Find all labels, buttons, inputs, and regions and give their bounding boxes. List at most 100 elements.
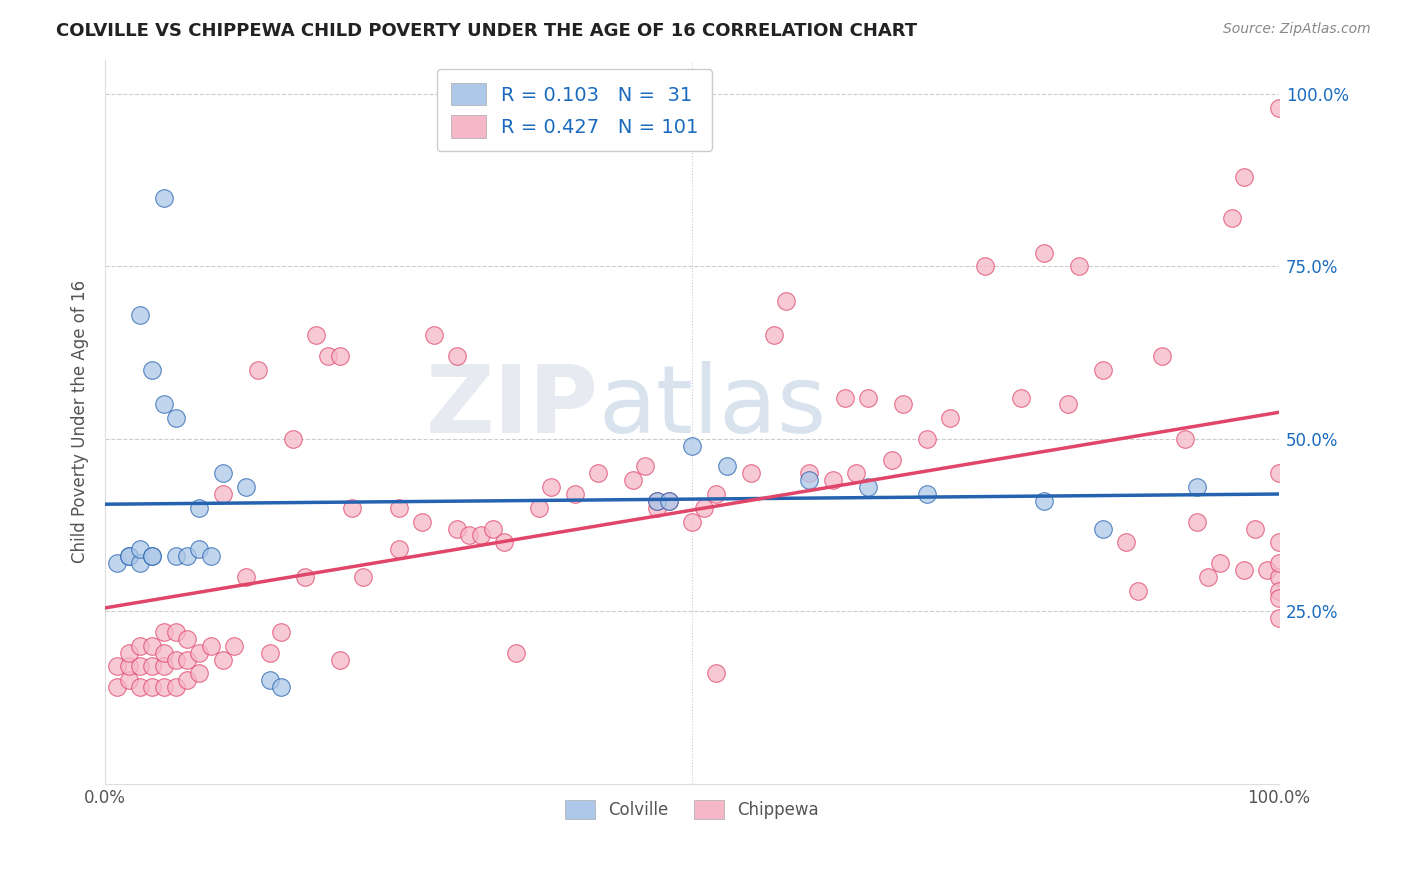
Point bbox=[200, 549, 222, 563]
Point bbox=[141, 363, 163, 377]
Point bbox=[211, 467, 233, 481]
Point bbox=[915, 487, 938, 501]
Point bbox=[1033, 494, 1056, 508]
Point bbox=[388, 542, 411, 557]
Point bbox=[129, 308, 152, 322]
Text: atlas: atlas bbox=[598, 361, 827, 453]
Point bbox=[645, 494, 668, 508]
Point bbox=[188, 666, 211, 681]
Point bbox=[153, 646, 176, 660]
Point bbox=[176, 632, 198, 646]
Point bbox=[176, 652, 198, 666]
Point bbox=[1185, 515, 1208, 529]
Point bbox=[211, 652, 233, 666]
Point bbox=[388, 500, 411, 515]
Point bbox=[129, 542, 152, 557]
Legend: Colville, Chippewa: Colville, Chippewa bbox=[558, 794, 825, 826]
Point bbox=[645, 494, 668, 508]
Point bbox=[1256, 563, 1278, 577]
Point bbox=[658, 494, 681, 508]
Point bbox=[176, 549, 198, 563]
Point bbox=[235, 480, 257, 494]
Point bbox=[974, 260, 997, 274]
Point bbox=[704, 666, 727, 681]
Point bbox=[153, 397, 176, 411]
Point bbox=[634, 459, 657, 474]
Point bbox=[118, 549, 141, 563]
Point bbox=[340, 500, 363, 515]
Point bbox=[200, 639, 222, 653]
Point bbox=[118, 673, 141, 688]
Point bbox=[891, 397, 914, 411]
Point bbox=[246, 363, 269, 377]
Point bbox=[411, 515, 433, 529]
Point bbox=[1185, 480, 1208, 494]
Point bbox=[621, 473, 644, 487]
Point bbox=[1091, 522, 1114, 536]
Point bbox=[1126, 583, 1149, 598]
Point bbox=[845, 467, 868, 481]
Point bbox=[693, 500, 716, 515]
Point bbox=[458, 528, 481, 542]
Point bbox=[1150, 349, 1173, 363]
Point bbox=[1233, 169, 1256, 184]
Point bbox=[105, 556, 128, 570]
Point bbox=[141, 659, 163, 673]
Point bbox=[141, 549, 163, 563]
Point bbox=[129, 556, 152, 570]
Point bbox=[1033, 245, 1056, 260]
Point bbox=[118, 646, 141, 660]
Point bbox=[329, 349, 352, 363]
Point bbox=[316, 349, 339, 363]
Point bbox=[799, 467, 821, 481]
Point bbox=[763, 328, 786, 343]
Text: ZIP: ZIP bbox=[425, 361, 598, 453]
Point bbox=[1197, 570, 1219, 584]
Point bbox=[775, 293, 797, 308]
Point bbox=[294, 570, 316, 584]
Point bbox=[153, 659, 176, 673]
Point bbox=[1268, 467, 1291, 481]
Point bbox=[1268, 591, 1291, 605]
Point bbox=[856, 391, 879, 405]
Point bbox=[1268, 556, 1291, 570]
Point bbox=[1010, 391, 1032, 405]
Point bbox=[118, 549, 141, 563]
Point bbox=[446, 522, 468, 536]
Point bbox=[1069, 260, 1091, 274]
Point bbox=[1091, 363, 1114, 377]
Point bbox=[1056, 397, 1078, 411]
Point bbox=[446, 349, 468, 363]
Point bbox=[1268, 535, 1291, 549]
Point bbox=[141, 639, 163, 653]
Point bbox=[1209, 556, 1232, 570]
Point bbox=[211, 487, 233, 501]
Point bbox=[105, 659, 128, 673]
Point bbox=[880, 452, 903, 467]
Point bbox=[1244, 522, 1267, 536]
Point bbox=[821, 473, 844, 487]
Point bbox=[645, 500, 668, 515]
Point bbox=[118, 659, 141, 673]
Point bbox=[129, 680, 152, 694]
Point bbox=[270, 680, 292, 694]
Point bbox=[165, 411, 187, 425]
Point bbox=[856, 480, 879, 494]
Point bbox=[540, 480, 562, 494]
Point bbox=[834, 391, 856, 405]
Point bbox=[470, 528, 492, 542]
Point bbox=[1268, 101, 1291, 115]
Point bbox=[1174, 432, 1197, 446]
Point bbox=[305, 328, 328, 343]
Point bbox=[188, 646, 211, 660]
Point bbox=[1233, 563, 1256, 577]
Point bbox=[564, 487, 586, 501]
Point bbox=[329, 652, 352, 666]
Point bbox=[1268, 570, 1291, 584]
Point bbox=[704, 487, 727, 501]
Point bbox=[716, 459, 738, 474]
Point bbox=[153, 680, 176, 694]
Point bbox=[105, 680, 128, 694]
Point bbox=[658, 494, 681, 508]
Point bbox=[153, 625, 176, 640]
